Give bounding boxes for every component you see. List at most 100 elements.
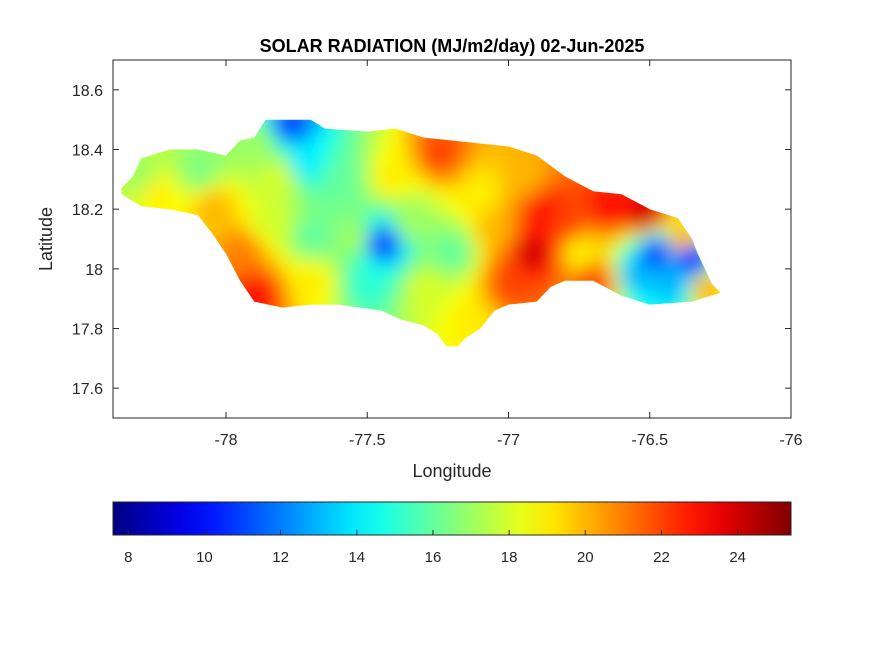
field-cell xyxy=(423,214,430,222)
field-cell xyxy=(474,244,481,252)
field-cell xyxy=(361,190,368,198)
field-cell xyxy=(253,280,261,288)
field-cell xyxy=(428,244,436,252)
field-cell xyxy=(508,208,515,216)
field-cell xyxy=(462,190,470,198)
field-cell xyxy=(349,155,357,162)
field-cell xyxy=(287,166,295,174)
field-cell xyxy=(366,166,374,174)
field-point xyxy=(141,180,170,209)
field-cell xyxy=(440,310,447,318)
field-cell xyxy=(604,280,611,288)
field-cell xyxy=(236,166,244,174)
field-cell xyxy=(451,268,459,276)
field-cell xyxy=(434,322,442,329)
field-cell xyxy=(508,149,515,156)
field-cell xyxy=(361,137,368,145)
field-cell xyxy=(355,268,362,276)
field-point xyxy=(593,195,622,224)
field-cell xyxy=(248,202,255,210)
field-cell xyxy=(468,286,475,294)
field-cell xyxy=(372,256,379,264)
field-cell xyxy=(626,202,634,210)
field-cell xyxy=(434,190,442,198)
field-cell xyxy=(293,137,300,145)
field-cell xyxy=(536,274,543,282)
field-cell xyxy=(378,268,385,276)
field-cell xyxy=(570,196,577,204)
field-cell xyxy=(468,178,475,186)
field-cell xyxy=(225,214,233,222)
field-cell xyxy=(479,155,487,162)
field-cell xyxy=(400,155,408,162)
field-cell xyxy=(304,119,312,127)
field-cell xyxy=(395,143,402,150)
field-cell xyxy=(332,262,340,270)
field-cell xyxy=(428,172,436,180)
colorbar-tick-label: 18 xyxy=(501,549,518,566)
field-cell xyxy=(327,298,334,306)
field-cell xyxy=(558,172,566,180)
field-cell xyxy=(163,155,170,162)
field-cell xyxy=(688,286,696,294)
field-cell xyxy=(242,214,249,222)
field-cell xyxy=(457,149,464,156)
field-cell xyxy=(485,178,492,186)
field-cell xyxy=(462,298,470,306)
field-cell xyxy=(298,131,306,139)
field-cell xyxy=(344,149,351,156)
field-cell xyxy=(513,160,521,168)
field-cell xyxy=(513,250,521,258)
field-cell xyxy=(445,178,453,186)
field-cell xyxy=(541,244,549,252)
field-cell xyxy=(270,286,278,294)
field-cell xyxy=(310,131,317,139)
field-cell xyxy=(451,334,459,341)
field-cell xyxy=(315,220,323,228)
field-cell xyxy=(349,178,357,186)
field-cell xyxy=(457,268,464,276)
field-cell xyxy=(327,292,334,300)
field-cell xyxy=(417,262,425,270)
field-cell xyxy=(282,298,289,306)
field-cell xyxy=(372,220,379,228)
field-cell xyxy=(270,262,278,270)
field-cell xyxy=(468,280,475,288)
field-cell xyxy=(502,202,509,210)
field-cell xyxy=(508,196,515,204)
field-cell xyxy=(366,178,374,186)
field-cell xyxy=(440,304,447,312)
field-cell xyxy=(395,244,402,252)
field-cell xyxy=(434,172,442,180)
field-cell xyxy=(440,280,447,288)
field-cell xyxy=(366,232,374,240)
field-cell xyxy=(502,166,509,174)
field-cell xyxy=(327,131,334,139)
field-cell xyxy=(637,250,645,258)
field-cell xyxy=(208,226,216,234)
field-cell xyxy=(236,202,244,210)
field-cell xyxy=(502,220,509,228)
field-cell xyxy=(423,166,430,174)
field-cell xyxy=(355,143,362,150)
field-cell xyxy=(513,292,521,300)
field-cell xyxy=(332,280,340,288)
field-cell xyxy=(315,190,323,198)
field-cell xyxy=(564,178,572,186)
field-cell xyxy=(581,196,588,204)
field-cell xyxy=(349,262,357,270)
field-cell xyxy=(451,184,459,192)
field-cell xyxy=(643,292,651,300)
field-cell xyxy=(282,292,289,300)
field-cell xyxy=(428,190,436,198)
field-cell xyxy=(615,238,622,246)
field-cell xyxy=(361,196,368,204)
field-cell xyxy=(536,286,543,294)
field-cell xyxy=(564,274,572,282)
field-cell xyxy=(315,250,323,258)
field-cell xyxy=(502,262,509,270)
field-cell xyxy=(231,202,238,210)
field-cell xyxy=(361,166,368,174)
field-cell xyxy=(321,292,329,300)
field-cell xyxy=(609,256,617,264)
